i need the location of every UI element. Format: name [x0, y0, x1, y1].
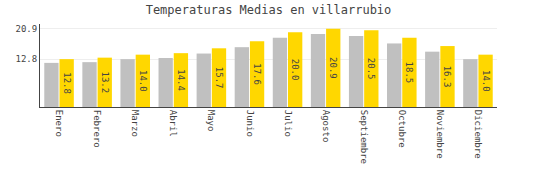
svg-text:14.0: 14.0 — [481, 70, 491, 92]
svg-text:17.6: 17.6 — [252, 63, 262, 85]
svg-text:20.9: 20.9 — [328, 57, 338, 79]
svg-text:20.0: 20.0 — [290, 59, 300, 81]
svg-text:Septiembre: Septiembre — [359, 110, 369, 164]
svg-text:Julio: Julio — [283, 110, 293, 137]
svg-text:Abril: Abril — [168, 110, 178, 137]
svg-text:Diciembre: Diciembre — [473, 110, 483, 159]
svg-text:Marzo: Marzo — [130, 110, 140, 137]
svg-text:16.3: 16.3 — [442, 66, 452, 88]
svg-text:Octubre: Octubre — [397, 110, 407, 148]
svg-text:18.5: 18.5 — [404, 62, 414, 84]
svg-text:12.8: 12.8 — [62, 72, 72, 94]
svg-text:Febrero: Febrero — [92, 110, 102, 148]
svg-text:Mayo: Mayo — [206, 110, 216, 132]
svg-text:12.8: 12.8 — [16, 54, 38, 64]
svg-text:20.5: 20.5 — [366, 58, 376, 80]
svg-text:Agosto: Agosto — [321, 110, 331, 143]
svg-text:14.4: 14.4 — [176, 69, 186, 91]
svg-text:Junio: Junio — [245, 110, 255, 137]
svg-text:13.2: 13.2 — [100, 71, 110, 93]
svg-text:14.0: 14.0 — [138, 70, 148, 92]
svg-text:Temperaturas Medias en villarr: Temperaturas Medias en villarrubio — [146, 3, 392, 17]
svg-text:20.9: 20.9 — [16, 24, 38, 34]
svg-text:15.7: 15.7 — [214, 67, 224, 89]
svg-text:Noviembre: Noviembre — [435, 110, 445, 159]
svg-text:Enero: Enero — [54, 110, 64, 137]
